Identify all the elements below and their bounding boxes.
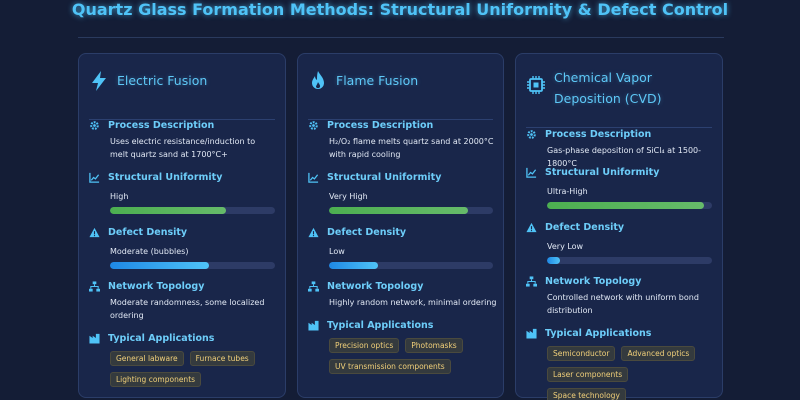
factory-icon (308, 320, 319, 331)
applications-label: Typical Applications (108, 332, 215, 344)
title-divider (78, 37, 724, 38)
defect-section: Defect Density Low (308, 225, 493, 269)
topology-text: Moderate randomness, some localized orde… (110, 298, 265, 320)
application-tags: General labware Furnace tubes Lighting c… (110, 351, 270, 387)
defect-text: Low (329, 247, 345, 256)
warning-icon (89, 227, 100, 237)
gear-icon (90, 120, 99, 130)
defect-label: Defect Density (545, 221, 625, 233)
line-chart-icon (526, 167, 537, 178)
uniformity-bar-fill (547, 202, 704, 209)
defect-section: Defect Density Very Low (526, 220, 712, 264)
chip-icon (527, 76, 545, 94)
factory-icon (89, 333, 100, 344)
applications-section: Typical Applications Precision optics Ph… (308, 318, 493, 374)
topology-label: Network Topology (545, 275, 642, 287)
defect-bar-fill (110, 262, 209, 269)
process-section: Process Description H₂/O₂ flame melts qu… (308, 118, 493, 161)
process-text: Gas-phase deposition of SiCl₄ at 1500-18… (547, 146, 702, 168)
card-electric-fusion: Electric Fusion Process Description Uses… (78, 53, 286, 398)
defect-text: Moderate (bubbles) (110, 247, 189, 256)
uniformity-section: Structural Uniformity Ultra-High (526, 165, 712, 209)
defect-bar (329, 262, 493, 269)
process-section: Process Description Uses electric resist… (89, 118, 275, 161)
uniformity-section: Structural Uniformity Very High (308, 170, 493, 214)
card-header: Electric Fusion (89, 68, 275, 120)
topology-section: Network Topology Moderate randomness, so… (89, 279, 275, 322)
page-title: Quartz Glass Formation Methods: Structur… (71, 0, 729, 19)
warning-icon (526, 222, 537, 232)
uniformity-text: High (110, 192, 129, 201)
card-title: Chemical Vapor Deposition (CVD) (554, 70, 662, 106)
application-tag: UV transmission components (329, 359, 451, 374)
lightning-icon (92, 71, 106, 91)
gear-icon (309, 120, 318, 130)
line-chart-icon (89, 172, 100, 183)
card-flame-fusion: Flame Fusion Process Description H₂/O₂ f… (297, 53, 504, 398)
application-tags: Semiconductor Advanced optics Laser comp… (547, 346, 707, 400)
applications-section: Typical Applications General labware Fur… (89, 331, 275, 387)
application-tag: Laser components (547, 367, 629, 382)
factory-icon (526, 328, 537, 339)
application-tag: Photomasks (405, 338, 463, 353)
application-tag: Advanced optics (621, 346, 696, 361)
uniformity-bar (547, 202, 712, 209)
uniformity-text: Very High (329, 192, 368, 201)
application-tag: Furnace tubes (189, 351, 255, 366)
card-cvd: Chemical Vapor Deposition (CVD) Process … (515, 53, 723, 400)
applications-label: Typical Applications (545, 327, 652, 339)
application-tag: Semiconductor (547, 346, 616, 361)
application-tags: Precision optics Photomasks UV transmiss… (329, 338, 489, 374)
card-header: Chemical Vapor Deposition (CVD) (526, 68, 712, 128)
uniformity-section: Structural Uniformity High (89, 170, 275, 214)
uniformity-bar (329, 207, 493, 214)
flame-icon (312, 71, 324, 89)
process-text: H₂/O₂ flame melts quartz sand at 2000°C … (329, 137, 494, 159)
process-section: Process Description Gas-phase deposition… (526, 127, 712, 170)
topology-section: Network Topology Controlled network with… (526, 274, 712, 317)
defect-bar (110, 262, 275, 269)
gear-icon (527, 129, 536, 139)
uniformity-text: Ultra-High (547, 187, 588, 196)
card-header: Flame Fusion (308, 68, 493, 120)
topology-text: Highly random network, minimal ordering (329, 298, 497, 307)
process-label: Process Description (545, 128, 652, 140)
applications-label: Typical Applications (327, 319, 434, 331)
defect-label: Defect Density (108, 226, 188, 238)
card-title: Electric Fusion (117, 73, 208, 88)
network-icon (526, 275, 537, 287)
uniformity-label: Structural Uniformity (108, 171, 223, 183)
defect-text: Very Low (547, 242, 584, 251)
uniformity-label: Structural Uniformity (545, 166, 660, 178)
topology-label: Network Topology (108, 280, 205, 292)
topology-text: Controlled network with uniform bond dis… (547, 293, 699, 315)
application-tag: Lighting components (110, 372, 202, 387)
card-title: Flame Fusion (336, 73, 419, 88)
process-text: Uses electric resistance/induction to me… (110, 137, 256, 159)
defect-bar (547, 257, 712, 264)
line-chart-icon (308, 172, 319, 183)
defect-bar-fill (547, 257, 561, 264)
warning-icon (308, 227, 319, 237)
process-label: Process Description (327, 119, 434, 131)
process-label: Process Description (108, 119, 215, 131)
application-tag: General labware (110, 351, 184, 366)
application-tag: Space technology (547, 388, 626, 400)
topology-label: Network Topology (327, 280, 424, 292)
application-tag: Precision optics (329, 338, 400, 353)
network-icon (89, 280, 100, 292)
uniformity-bar-fill (329, 207, 469, 214)
uniformity-label: Structural Uniformity (327, 171, 442, 183)
defect-section: Defect Density Moderate (bubbles) (89, 225, 275, 269)
defect-bar-fill (329, 262, 379, 269)
applications-section: Typical Applications Semiconductor Advan… (526, 326, 712, 400)
defect-label: Defect Density (327, 226, 407, 238)
uniformity-bar (110, 207, 275, 214)
network-icon (308, 280, 319, 292)
topology-section: Network Topology Highly random network, … (308, 279, 497, 309)
uniformity-bar-fill (110, 207, 226, 214)
